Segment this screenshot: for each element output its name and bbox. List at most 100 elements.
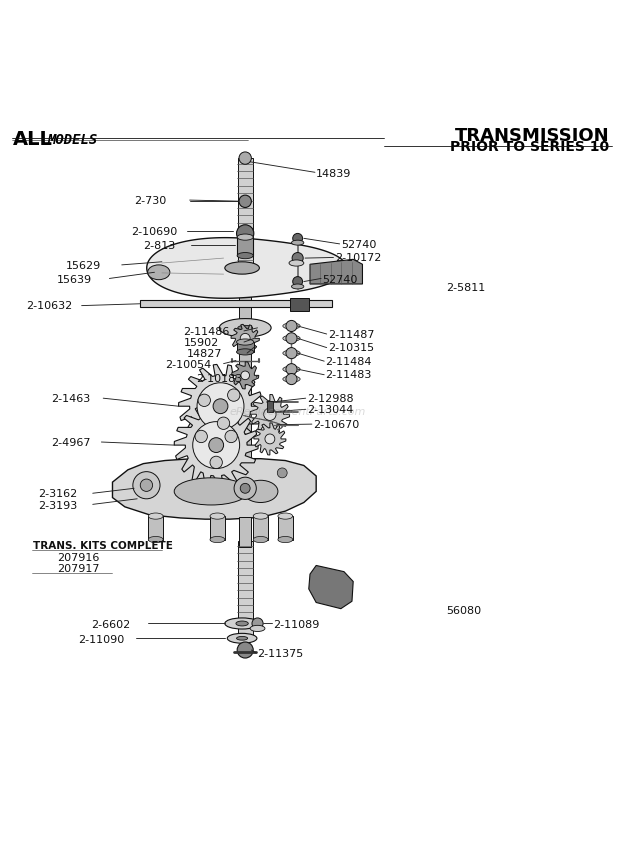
Bar xyxy=(140,300,332,307)
Bar xyxy=(210,516,225,540)
Text: 15639: 15639 xyxy=(57,274,92,285)
Ellipse shape xyxy=(289,260,304,266)
Polygon shape xyxy=(310,259,363,284)
Bar xyxy=(148,516,163,540)
Text: 2-11483: 2-11483 xyxy=(326,370,372,380)
Circle shape xyxy=(286,363,297,374)
Ellipse shape xyxy=(291,284,304,289)
Ellipse shape xyxy=(278,536,293,543)
Ellipse shape xyxy=(253,513,268,519)
Ellipse shape xyxy=(210,536,225,543)
Bar xyxy=(238,158,252,263)
Text: 2-3193: 2-3193 xyxy=(38,501,78,511)
Ellipse shape xyxy=(238,325,252,330)
Circle shape xyxy=(237,224,254,242)
Circle shape xyxy=(198,394,210,407)
Text: 56080: 56080 xyxy=(446,606,481,616)
Bar xyxy=(290,298,309,311)
Bar xyxy=(278,516,293,540)
Text: 52740: 52740 xyxy=(322,274,358,285)
Ellipse shape xyxy=(283,323,300,329)
Circle shape xyxy=(195,430,207,443)
Ellipse shape xyxy=(237,349,254,355)
Ellipse shape xyxy=(243,480,278,502)
Circle shape xyxy=(293,234,303,243)
Circle shape xyxy=(133,472,160,499)
Ellipse shape xyxy=(174,478,248,505)
Text: PRIOR TO SERIES 10: PRIOR TO SERIES 10 xyxy=(450,140,609,153)
Ellipse shape xyxy=(291,241,304,245)
Ellipse shape xyxy=(228,634,257,643)
Bar xyxy=(238,540,252,636)
Text: 2-11486: 2-11486 xyxy=(184,327,230,337)
Polygon shape xyxy=(254,423,286,455)
Text: TRANSMISSION: TRANSMISSION xyxy=(454,126,609,145)
Ellipse shape xyxy=(219,318,271,337)
Text: 2-3162: 2-3162 xyxy=(38,490,78,500)
Circle shape xyxy=(140,479,153,491)
Ellipse shape xyxy=(253,536,268,543)
Polygon shape xyxy=(250,395,290,434)
Circle shape xyxy=(277,468,287,478)
Polygon shape xyxy=(112,459,316,519)
Circle shape xyxy=(209,438,224,452)
Circle shape xyxy=(264,408,276,420)
Text: 2-11089: 2-11089 xyxy=(273,620,319,629)
Ellipse shape xyxy=(278,513,293,519)
Bar xyxy=(237,237,253,256)
Circle shape xyxy=(237,642,253,658)
Text: 2-6602: 2-6602 xyxy=(91,620,130,629)
Text: MODELS: MODELS xyxy=(48,133,98,147)
Circle shape xyxy=(286,374,297,385)
Circle shape xyxy=(241,334,250,343)
Ellipse shape xyxy=(236,621,248,626)
Circle shape xyxy=(197,383,244,429)
Text: 2-13044: 2-13044 xyxy=(307,405,353,415)
Ellipse shape xyxy=(283,366,300,373)
Bar xyxy=(253,516,268,540)
Text: 2-10315: 2-10315 xyxy=(329,343,374,353)
Circle shape xyxy=(241,484,250,493)
Bar xyxy=(239,263,251,461)
Text: 2-10690: 2-10690 xyxy=(131,227,177,237)
Circle shape xyxy=(218,417,229,429)
Text: 2-10632: 2-10632 xyxy=(26,302,73,311)
Circle shape xyxy=(193,422,240,468)
Text: 52740: 52740 xyxy=(341,240,376,250)
Circle shape xyxy=(234,477,256,500)
Text: 2-11375: 2-11375 xyxy=(257,650,304,659)
Text: 14827: 14827 xyxy=(187,349,222,359)
Circle shape xyxy=(286,347,297,358)
Text: 2-5811: 2-5811 xyxy=(446,283,485,293)
Text: 2-10183: 2-10183 xyxy=(196,374,242,384)
Text: TRANS. KITS COMPLETE: TRANS. KITS COMPLETE xyxy=(33,540,174,551)
Bar xyxy=(237,342,254,352)
Text: 2-813: 2-813 xyxy=(143,241,175,252)
Text: 2-11484: 2-11484 xyxy=(326,357,372,367)
Text: 2-730: 2-730 xyxy=(134,197,166,207)
Text: 15902: 15902 xyxy=(184,338,219,348)
Circle shape xyxy=(228,389,240,401)
Bar xyxy=(239,518,251,547)
Circle shape xyxy=(265,434,275,444)
Text: eReplacementParts.com: eReplacementParts.com xyxy=(229,407,366,418)
Polygon shape xyxy=(232,362,259,389)
Text: 207916: 207916 xyxy=(57,553,99,563)
Ellipse shape xyxy=(237,252,253,258)
Ellipse shape xyxy=(148,513,163,519)
Polygon shape xyxy=(179,364,262,448)
Text: 15629: 15629 xyxy=(66,261,102,271)
Text: 14839: 14839 xyxy=(316,169,352,179)
Ellipse shape xyxy=(283,376,300,382)
Polygon shape xyxy=(174,403,258,487)
Circle shape xyxy=(210,457,223,468)
Circle shape xyxy=(293,277,303,286)
Text: 2-10670: 2-10670 xyxy=(313,420,360,430)
Text: 2-1463: 2-1463 xyxy=(51,394,90,404)
Text: 2-11487: 2-11487 xyxy=(329,329,375,340)
Bar xyxy=(267,401,273,412)
Circle shape xyxy=(241,371,249,379)
Ellipse shape xyxy=(283,335,300,341)
Polygon shape xyxy=(147,238,347,298)
Ellipse shape xyxy=(237,234,253,241)
